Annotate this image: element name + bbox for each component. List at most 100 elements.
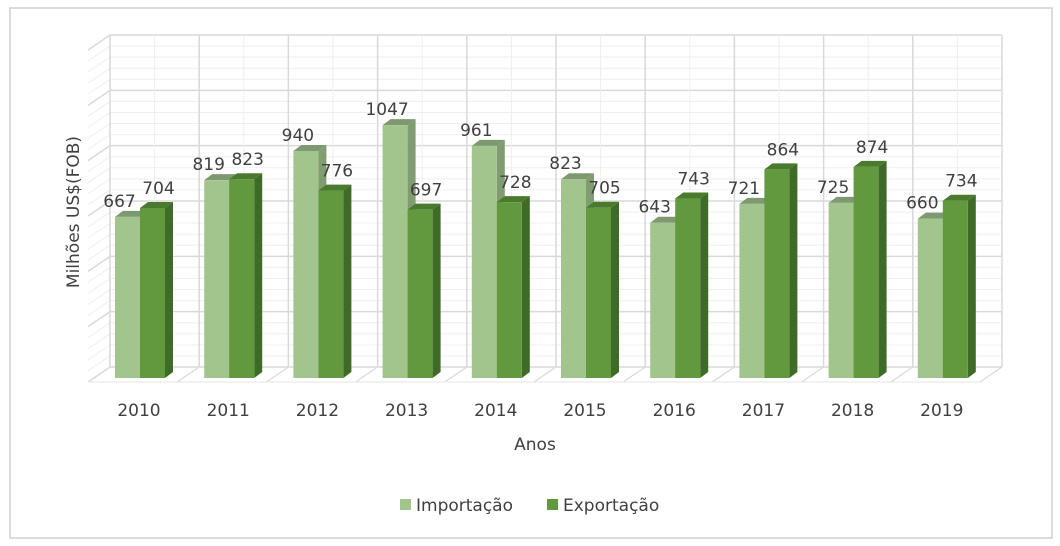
floor-line [176, 366, 200, 383]
side-gridline [87, 289, 111, 305]
bar-top [204, 174, 238, 181]
side-gridline [87, 355, 111, 372]
x-tick-label: 2018 [831, 401, 874, 421]
bar-top [382, 119, 416, 126]
side-gridline [87, 167, 111, 184]
bar-Exportação-2015 [586, 207, 611, 378]
bars [115, 119, 976, 378]
bar-Importação-2019 [917, 218, 943, 378]
data-label: 697 [410, 181, 442, 201]
bar-Exportação-2016 [675, 198, 701, 378]
side-gridline [87, 145, 111, 162]
side-gridline [87, 233, 111, 250]
x-tick-label: 2012 [296, 401, 339, 421]
x-tick-label: 2014 [474, 401, 517, 421]
x-tick-label: 2015 [563, 401, 606, 421]
side-gridline [87, 222, 111, 239]
bar-side [165, 201, 173, 378]
data-label: 743 [677, 170, 709, 190]
data-label: 819 [192, 155, 224, 175]
bar-Exportação-2014 [496, 202, 522, 378]
legend-swatch [400, 499, 411, 510]
x-tick-label: 2019 [920, 401, 963, 421]
bar-Exportação-2012 [318, 190, 344, 378]
bar-side [611, 201, 619, 378]
x-tick-label: 2017 [742, 401, 785, 421]
side-gridline [87, 134, 111, 151]
bar-Importação-2018 [828, 202, 854, 378]
bar-Importação-2014 [471, 145, 497, 378]
floor-line [712, 366, 735, 383]
legend-label: Exportação [563, 496, 659, 516]
x-tick-label: 2016 [653, 401, 696, 421]
bar-top [739, 197, 773, 204]
data-label: 721 [728, 179, 760, 199]
x-tick-labels: 2010 2011 2012 2013 2014 2015 2016 2017 2018 2019 [117, 401, 963, 421]
bar-side [254, 173, 263, 378]
side-gridline [87, 244, 111, 261]
x-tick-label: 2011 [207, 401, 250, 421]
legend-label: Importação [416, 496, 513, 516]
side-gridline [87, 45, 111, 62]
bar-Exportação-2013 [407, 209, 433, 378]
floor-line [533, 366, 557, 383]
bar-Importação-2013 [382, 125, 408, 378]
bar-side [789, 163, 798, 378]
data-label: 725 [817, 178, 849, 198]
bar-top [586, 201, 619, 208]
data-label: 1047 [365, 100, 408, 120]
floor-line [979, 366, 1003, 383]
data-label: 776 [321, 162, 353, 182]
side-gridline [87, 123, 111, 139]
x-axis-label: Anos [514, 435, 556, 455]
bar-top [675, 192, 709, 199]
side-gridline [87, 189, 111, 206]
bar-Exportação-2018 [853, 166, 879, 378]
floor-line [444, 366, 468, 383]
bar-side [967, 194, 976, 378]
bar-top [917, 212, 951, 219]
bar-top [650, 216, 684, 223]
floor-line [355, 366, 378, 383]
side-gridline [87, 67, 111, 84]
data-label: 728 [499, 173, 531, 193]
bar-side [343, 184, 352, 378]
bar-Importação-2011 [204, 180, 230, 378]
data-label: 823 [231, 150, 263, 170]
data-label: 961 [460, 121, 492, 141]
legend-swatch [547, 499, 558, 510]
bar-Importação-2010 [115, 216, 140, 378]
data-label: 734 [945, 172, 977, 192]
floor-line [266, 366, 289, 383]
side-gridline [87, 200, 111, 217]
side-gridline [87, 266, 111, 283]
data-label: 667 [103, 192, 135, 212]
bar-top [140, 201, 173, 208]
side-gridline [87, 211, 111, 228]
bar-side [432, 203, 441, 378]
bar-top [496, 196, 530, 203]
side-gridline [87, 78, 111, 95]
bar-side [878, 160, 887, 378]
side-gridline [87, 156, 111, 173]
x-tick-label: 2010 [117, 401, 160, 421]
side-gridline [87, 333, 111, 350]
bar-top [115, 210, 148, 217]
side-gridline [87, 344, 111, 361]
bar-side [700, 192, 709, 378]
side-gridline [87, 56, 111, 73]
side-gridline [87, 112, 111, 128]
bar-top [318, 184, 352, 191]
bar-top [942, 194, 976, 201]
side-gridline [87, 278, 111, 294]
data-label: 660 [906, 194, 938, 214]
bar-Exportação-2011 [229, 179, 255, 378]
bar-Importação-2012 [293, 150, 319, 378]
floor-line [87, 366, 111, 383]
side-gridline [87, 322, 111, 339]
x-tick-label: 2013 [385, 401, 428, 421]
bar-top [229, 173, 263, 180]
data-label: 705 [588, 179, 620, 199]
side-gridline [87, 300, 111, 317]
